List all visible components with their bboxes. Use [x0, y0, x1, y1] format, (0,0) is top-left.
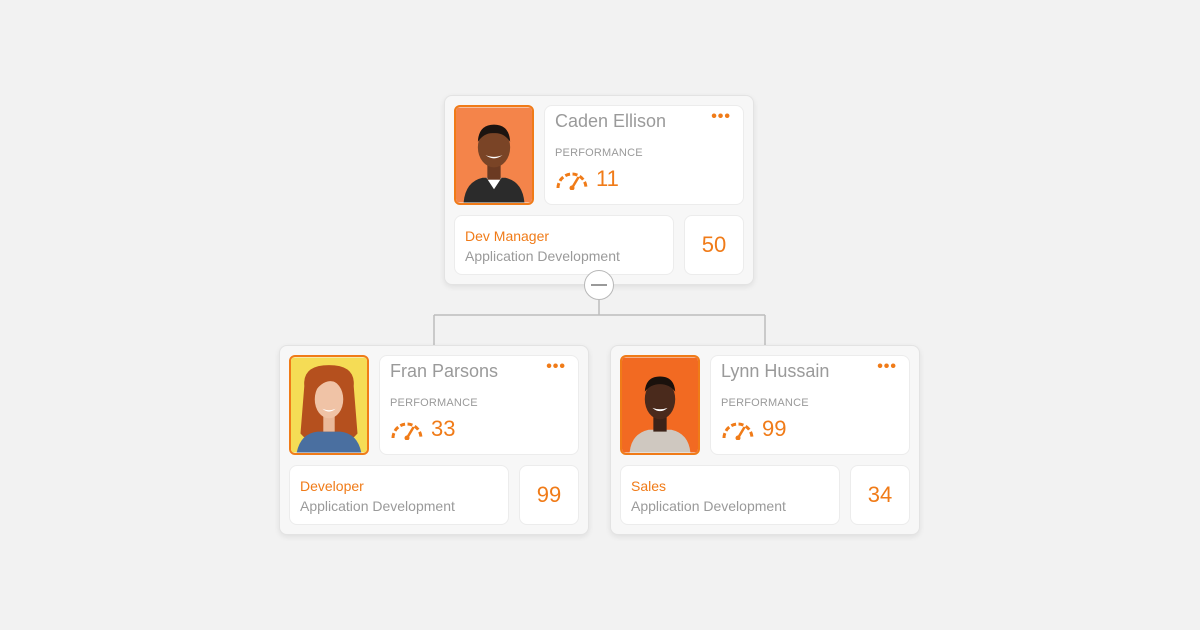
- employee-card-child[interactable]: Fran Parsons ••• PERFORMANCE 33 Develope…: [279, 345, 589, 535]
- department: Application Development: [631, 498, 786, 514]
- collapse-toggle-button[interactable]: [584, 270, 614, 300]
- performance-value: 99: [762, 416, 787, 441]
- speedometer-icon: [722, 422, 754, 440]
- avatar-photo: [456, 107, 532, 203]
- avatar-photo: [622, 357, 698, 453]
- count-panel: 34: [850, 465, 910, 525]
- department: Application Development: [465, 248, 620, 264]
- more-options-icon[interactable]: •••: [711, 108, 731, 125]
- job-title: Developer: [300, 478, 364, 494]
- count-value: 34: [867, 482, 893, 507]
- role-panel: Developer Application Development: [289, 465, 509, 525]
- performance-label: PERFORMANCE: [721, 397, 809, 409]
- employee-card-root[interactable]: Caden Ellison ••• PERFORMANCE 11 Dev Man…: [444, 95, 754, 285]
- performance-label: PERFORMANCE: [390, 397, 478, 409]
- count-value: 99: [536, 482, 562, 507]
- avatar: [289, 355, 369, 455]
- speedometer-icon: [391, 422, 423, 440]
- employee-info-panel: Fran Parsons ••• PERFORMANCE 33: [379, 355, 579, 455]
- count-panel: 50: [684, 215, 744, 275]
- employee-name: Fran Parsons: [390, 361, 499, 381]
- avatar: [620, 355, 700, 455]
- more-options-icon[interactable]: •••: [877, 358, 897, 375]
- avatar: [454, 105, 534, 205]
- performance-value: 33: [431, 416, 456, 441]
- job-title: Sales: [631, 478, 667, 494]
- speedometer-icon: [556, 172, 588, 190]
- employee-name: Lynn Hussain: [721, 361, 830, 381]
- role-panel: Dev Manager Application Development: [454, 215, 674, 275]
- count-panel: 99: [519, 465, 579, 525]
- employee-info-panel: Caden Ellison ••• PERFORMANCE 11: [544, 105, 744, 205]
- employee-card-child[interactable]: Lynn Hussain ••• PERFORMANCE 99 Sales Ap…: [610, 345, 920, 535]
- more-options-icon[interactable]: •••: [546, 358, 566, 375]
- avatar-photo: [291, 357, 367, 453]
- job-title: Dev Manager: [465, 228, 550, 244]
- minus-icon: [591, 284, 607, 286]
- role-panel: Sales Application Development: [620, 465, 840, 525]
- employee-info-panel: Lynn Hussain ••• PERFORMANCE 99: [710, 355, 910, 455]
- performance-label: PERFORMANCE: [555, 147, 643, 159]
- department: Application Development: [300, 498, 455, 514]
- performance-value: 11: [596, 166, 619, 191]
- count-value: 50: [701, 232, 727, 257]
- employee-name: Caden Ellison: [555, 111, 667, 131]
